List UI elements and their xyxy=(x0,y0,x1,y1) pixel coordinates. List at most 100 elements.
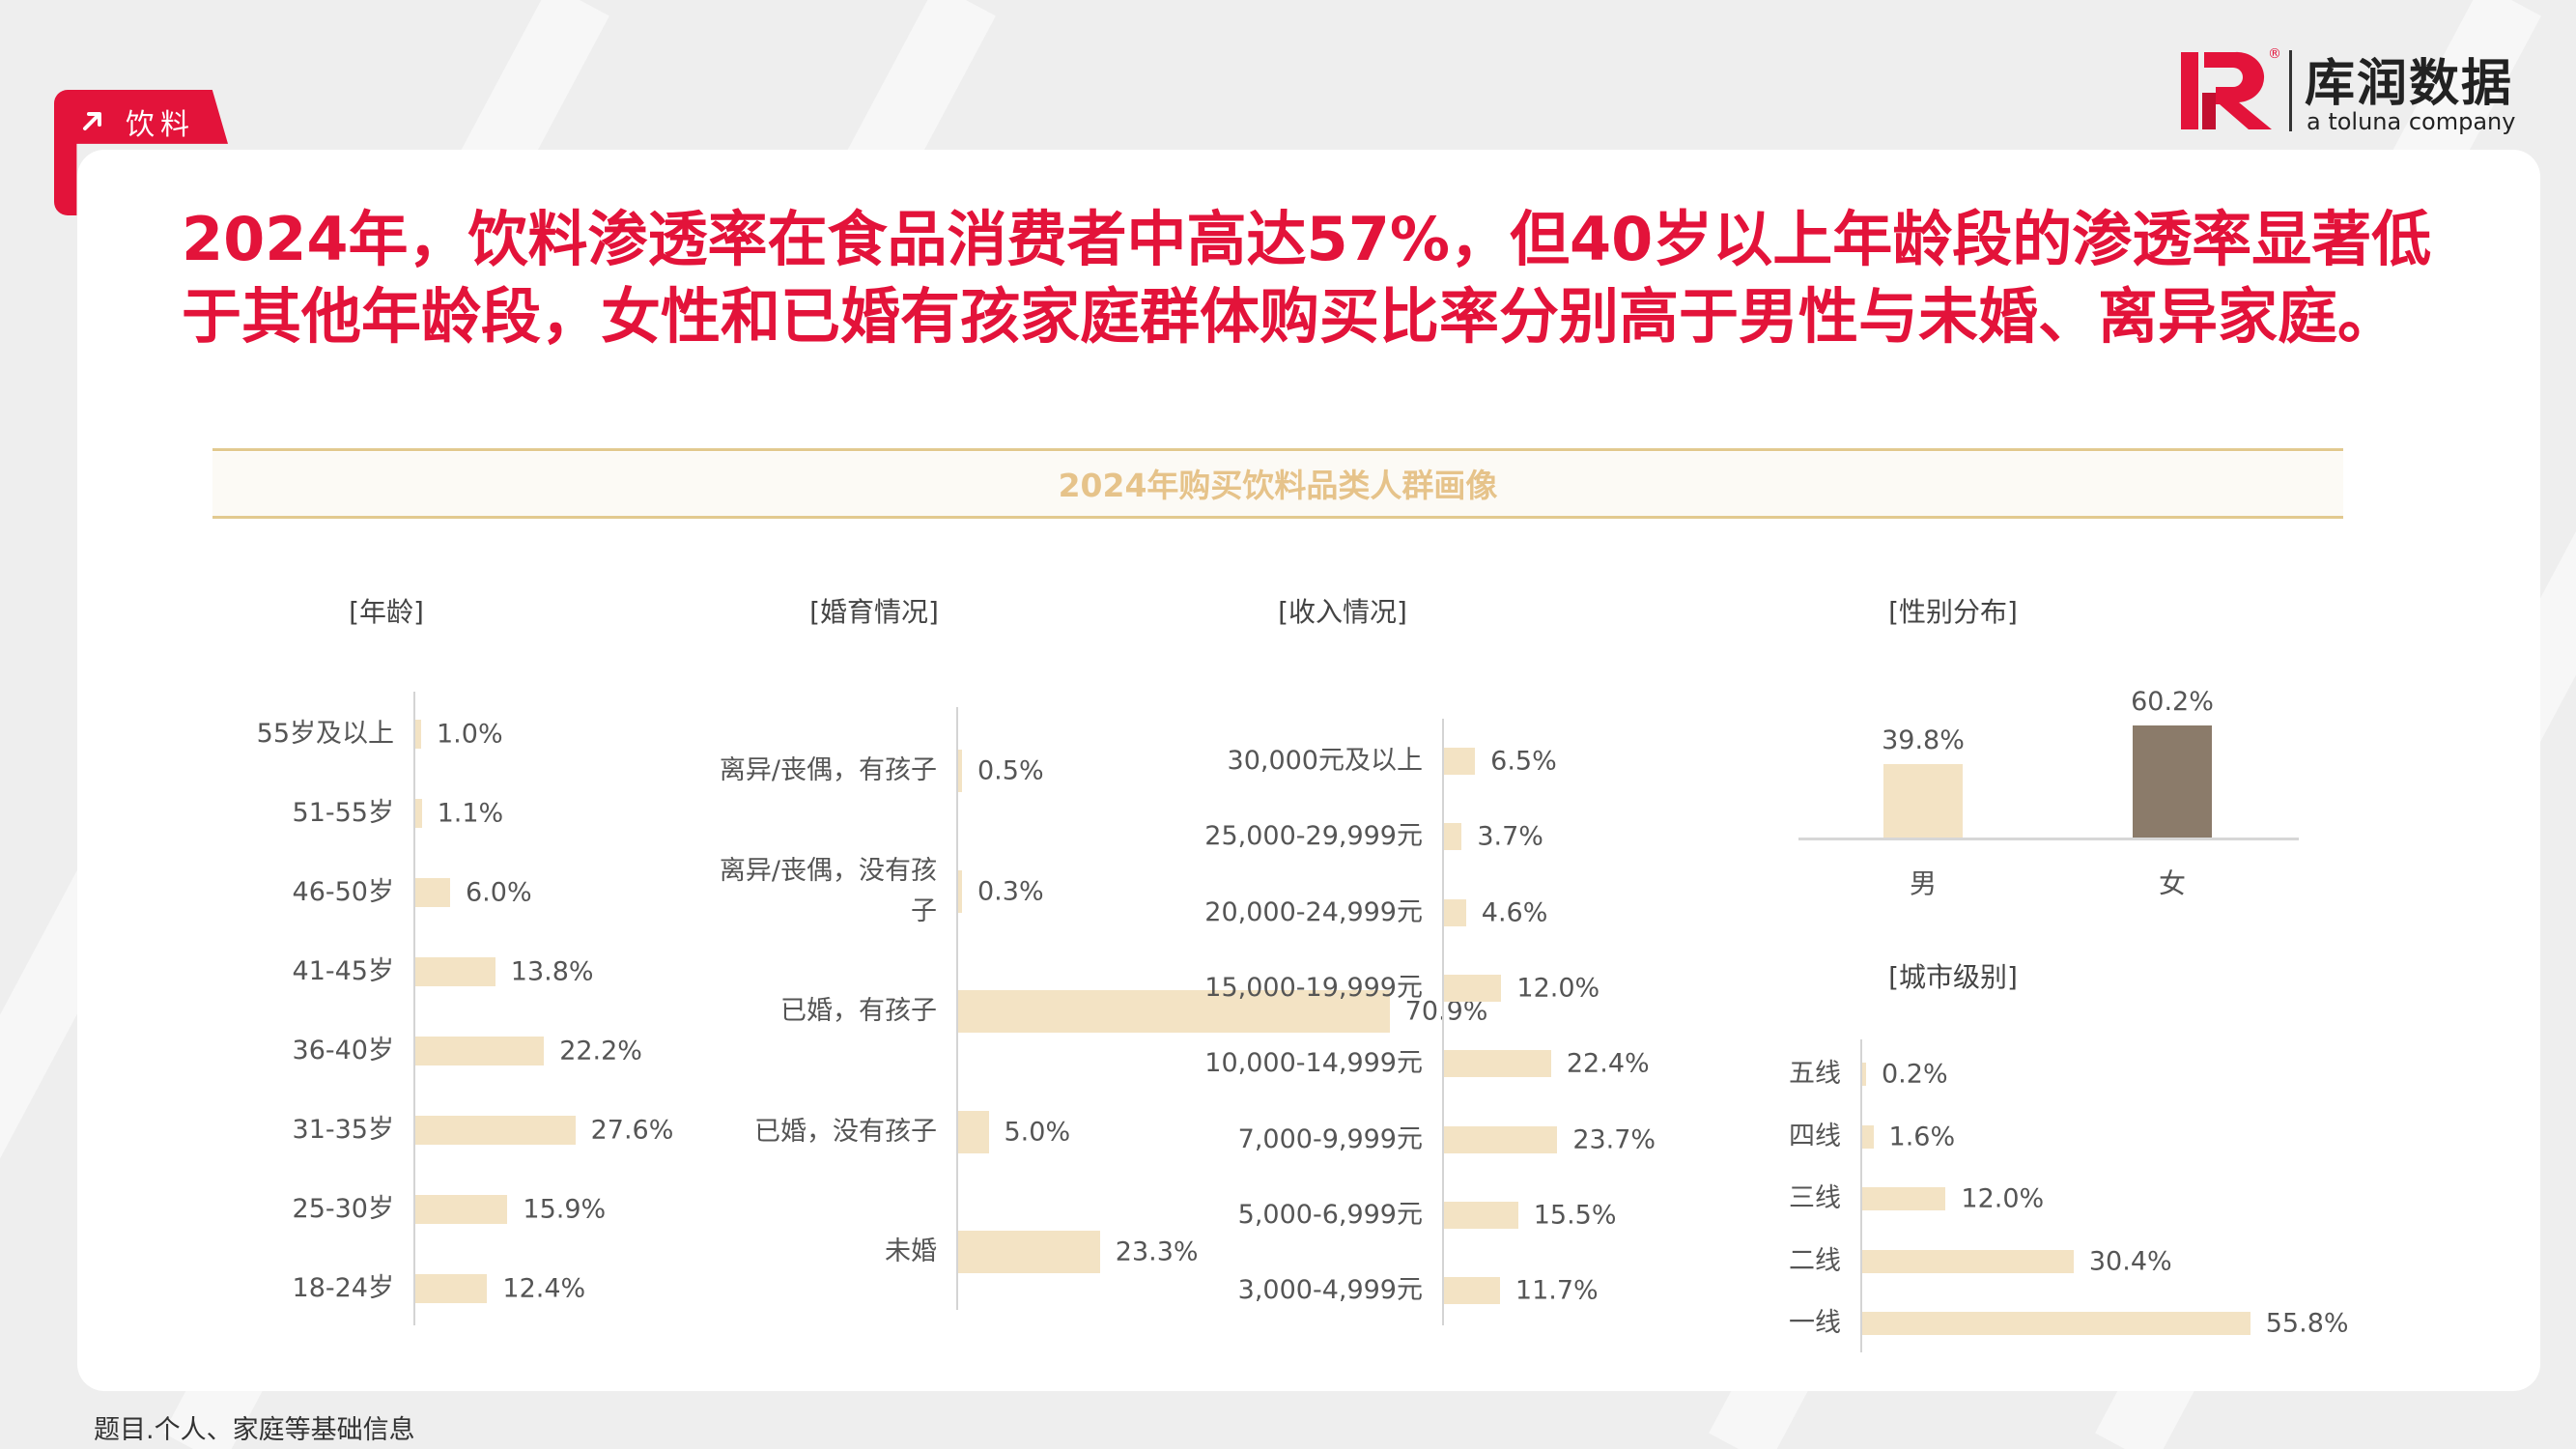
income-category-label: 15,000-19,999元 xyxy=(1204,972,1423,1003)
income-bar xyxy=(1444,1125,1558,1153)
age-category-label: 41-45岁 xyxy=(292,956,394,986)
income-value-label: 6.5% xyxy=(1490,746,1557,777)
gender-bar xyxy=(2133,725,2212,838)
age-category-label: 25-30岁 xyxy=(292,1194,394,1224)
title-bottom-rule xyxy=(212,516,2343,519)
income-bar xyxy=(1444,1050,1551,1078)
marital-category-label: 已婚，没有孩子 xyxy=(754,1116,937,1147)
age-value-label: 6.0% xyxy=(466,877,532,908)
marital-value-label: 0.5% xyxy=(977,755,1044,786)
age-category-label: 46-50岁 xyxy=(292,877,394,907)
age-bar xyxy=(415,878,450,907)
income-category-label: 25,000-29,999元 xyxy=(1204,821,1423,852)
age-value-label: 1.1% xyxy=(437,798,504,829)
category-tag-label: 饮料 xyxy=(126,108,195,142)
city-category-label: 三线 xyxy=(1789,1183,1841,1213)
income-value-label: 11.7% xyxy=(1514,1275,1599,1306)
income-value-label: 3.7% xyxy=(1477,821,1543,852)
income-category-label: 7,000-9,999元 xyxy=(1237,1123,1423,1154)
footnote: 题目.个人、家庭等基础信息 xyxy=(94,1415,415,1445)
marital-value-label: 0.3% xyxy=(977,876,1044,906)
income-axis xyxy=(1442,719,1444,1325)
registered-mark: ® xyxy=(2268,46,2281,62)
city-axis xyxy=(1860,1039,1862,1352)
city-bar xyxy=(1862,1124,1874,1149)
content-card xyxy=(77,150,2540,1391)
marital-bar xyxy=(958,750,962,792)
city-category-label: 四线 xyxy=(1789,1121,1841,1151)
age-category-label: 36-40岁 xyxy=(292,1036,394,1065)
age-bar xyxy=(415,720,421,749)
city-value-label: 0.2% xyxy=(1882,1059,1948,1090)
age-value-label: 13.8% xyxy=(510,956,594,987)
income-value-label: 22.4% xyxy=(1566,1048,1650,1079)
income-category-label: 3,000-4,999元 xyxy=(1237,1275,1423,1306)
marital-bar xyxy=(958,869,962,913)
logo-divider xyxy=(2289,50,2292,131)
income-category-label: 20,000-24,999元 xyxy=(1204,896,1423,927)
page-headline: 2024年，饮料渗透率在食品消费者中高达57%，但40岁以上年龄段的渗透率显著低… xyxy=(182,204,2432,352)
age-bar xyxy=(415,1037,545,1065)
brand-tagline: a toluna company xyxy=(2307,108,2516,135)
city-value-label: 1.6% xyxy=(1888,1122,1956,1151)
age-bar xyxy=(415,957,495,986)
income-value-label: 23.7% xyxy=(1572,1124,1656,1154)
brand-logo-icon xyxy=(2181,51,2272,129)
income-category-label: 10,000-14,999元 xyxy=(1204,1048,1423,1079)
income-chart-title: [收入情况] xyxy=(1278,596,1407,628)
city-value-label: 30.4% xyxy=(2088,1246,2172,1276)
income-bar xyxy=(1444,898,1466,926)
gender-chart-title: [性别分布] xyxy=(1888,596,2018,628)
city-bar xyxy=(1862,1312,2250,1335)
income-value-label: 12.0% xyxy=(1516,973,1600,1004)
age-value-label: 22.2% xyxy=(559,1036,642,1066)
marital-category-label: 离异/丧偶，有孩子 xyxy=(719,755,937,785)
income-value-label: 15.5% xyxy=(1533,1200,1617,1231)
marital-category-label: 离异/丧偶，没有孩子 xyxy=(719,855,937,926)
age-chart-title: [年龄] xyxy=(349,596,424,628)
city-value-label: 12.0% xyxy=(1961,1183,2045,1214)
gender-value-label: 39.8% xyxy=(1882,724,1965,755)
marital-category-label: 已婚，有孩子 xyxy=(780,996,937,1026)
city-bar xyxy=(1862,1249,2074,1273)
marital-value-label: 23.3% xyxy=(1115,1236,1199,1267)
age-bar xyxy=(415,1116,576,1145)
income-value-label: 4.6% xyxy=(1481,897,1548,928)
marital-bar xyxy=(958,1110,989,1153)
marital-axis xyxy=(956,707,958,1310)
city-category-label: 一线 xyxy=(1789,1308,1841,1338)
chart-title-band xyxy=(212,452,2343,516)
income-bar xyxy=(1444,974,1502,1002)
age-bar xyxy=(415,1274,488,1303)
city-bar xyxy=(1862,1187,1946,1210)
city-category-label: 二线 xyxy=(1789,1245,1841,1276)
marital-value-label: 5.0% xyxy=(1004,1117,1071,1147)
gender-value-label: 60.2% xyxy=(2131,687,2214,718)
city-value-label: 55.8% xyxy=(2265,1308,2349,1339)
marital-bar xyxy=(958,1231,1100,1273)
income-bar xyxy=(1444,1201,1518,1229)
city-category-label: 五线 xyxy=(1789,1059,1841,1089)
age-bar xyxy=(415,799,422,828)
income-bar xyxy=(1444,1277,1500,1305)
gender-bar xyxy=(1883,763,1963,838)
marital-chart-title: [婚育情况] xyxy=(809,596,939,628)
income-bar xyxy=(1444,748,1476,775)
income-category-label: 5,000-6,999元 xyxy=(1237,1199,1423,1230)
marital-category-label: 未婚 xyxy=(885,1236,937,1266)
age-value-label: 12.4% xyxy=(502,1273,586,1304)
age-category-label: 51-55岁 xyxy=(292,798,394,828)
age-value-label: 27.6% xyxy=(590,1115,674,1146)
gender-baseline xyxy=(1798,838,2299,840)
income-bar xyxy=(1444,823,1462,851)
age-category-label: 31-35岁 xyxy=(292,1115,394,1145)
age-bar xyxy=(415,1195,508,1224)
gender-category-label: 女 xyxy=(2158,867,2187,899)
city-chart-title: [城市级别] xyxy=(1888,961,2018,993)
age-category-label: 18-24岁 xyxy=(292,1273,394,1303)
age-value-label: 15.9% xyxy=(523,1194,607,1225)
age-value-label: 1.0% xyxy=(437,719,503,750)
age-category-label: 55岁及以上 xyxy=(256,719,394,749)
gender-category-label: 男 xyxy=(1909,867,1938,899)
arrow-up-right-icon xyxy=(83,112,101,130)
